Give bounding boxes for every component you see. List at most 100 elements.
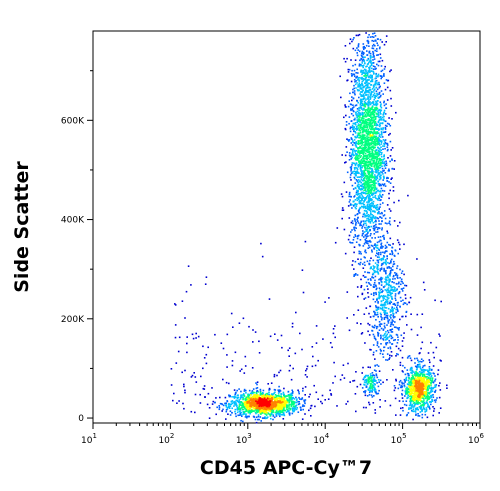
event-dot (258, 397, 261, 400)
event-dot (269, 400, 272, 402)
event-dot (368, 149, 370, 151)
event-dot (376, 107, 379, 110)
event-dot (413, 395, 415, 398)
event-dot (231, 402, 234, 405)
event-dot (341, 217, 343, 220)
event-dot (355, 203, 358, 206)
event-dot (351, 153, 353, 156)
event-dot (371, 157, 373, 160)
event-dot (359, 121, 361, 123)
event-dot (280, 404, 283, 406)
event-dot (360, 100, 362, 103)
event-dot (406, 369, 409, 371)
event-dot (352, 122, 355, 125)
event-dot (360, 193, 363, 196)
event-dot (355, 221, 357, 224)
event-dot (383, 75, 385, 77)
event-dot (377, 236, 380, 238)
event-dot (384, 88, 387, 91)
event-dot (357, 101, 359, 104)
event-dot (366, 161, 369, 164)
event-dot (274, 394, 277, 396)
event-dot (364, 206, 367, 208)
event-dot (239, 397, 242, 399)
event-dot (362, 121, 365, 123)
event-dot (395, 111, 397, 114)
event-dot (434, 386, 437, 388)
event-dot (362, 220, 365, 222)
event-dot (255, 406, 257, 408)
event-dot (399, 379, 402, 382)
event-dot (365, 174, 367, 177)
event-dot (376, 103, 379, 105)
event-dot (358, 164, 361, 166)
event-dot (395, 378, 397, 381)
event-dot (387, 148, 389, 151)
event-dot (252, 388, 255, 390)
event-dot (383, 101, 385, 104)
event-dot (374, 35, 377, 37)
event-dot (367, 153, 370, 156)
event-dot (380, 288, 383, 291)
event-dot (378, 162, 380, 164)
event-dot (358, 107, 360, 109)
event-dot (367, 111, 370, 114)
event-dot (287, 399, 289, 402)
event-dot (414, 402, 416, 404)
event-dot (352, 239, 355, 241)
event-dot (353, 73, 356, 76)
event-dot (346, 291, 349, 293)
event-dot (381, 41, 383, 43)
event-dot (383, 281, 386, 283)
event-dot (353, 126, 356, 128)
event-dot (289, 399, 291, 401)
event-dot (378, 113, 380, 116)
event-dot (376, 177, 379, 180)
event-dot (362, 43, 365, 45)
event-dot (240, 411, 243, 414)
event-dot (417, 363, 420, 366)
event-dot (388, 197, 390, 200)
event-dot (376, 83, 379, 86)
event-dot (355, 150, 358, 152)
event-dot (280, 398, 282, 400)
event-dot (364, 62, 366, 65)
event-dot (376, 308, 379, 310)
event-dot (282, 408, 285, 410)
event-dot (379, 206, 381, 208)
event-dot (361, 293, 364, 296)
event-dot (353, 139, 356, 141)
event-dot (356, 108, 359, 110)
event-dot (359, 134, 361, 137)
event-dot (428, 398, 430, 400)
event-dot (378, 223, 380, 225)
event-dot (362, 89, 365, 92)
event-dot (372, 159, 374, 162)
event-dot (378, 249, 381, 251)
event-dot (285, 401, 288, 404)
event-dot (348, 217, 351, 219)
event-dot (368, 115, 371, 117)
event-dot (363, 160, 365, 162)
event-dot (422, 388, 425, 390)
event-dot (383, 140, 386, 142)
event-dot (374, 271, 377, 273)
event-dot (407, 194, 409, 197)
event-dot (364, 72, 366, 75)
event-dot (413, 374, 416, 376)
event-dot (360, 181, 362, 184)
event-dot (354, 203, 356, 206)
event-dot (293, 402, 296, 404)
event-dot (236, 394, 239, 397)
event-dot (286, 395, 288, 397)
event-dot (336, 227, 339, 229)
event-dot (347, 71, 350, 73)
event-dot (232, 401, 235, 403)
event-dot (353, 69, 356, 72)
event-dot (417, 415, 419, 417)
event-dot (355, 157, 358, 160)
event-dot (362, 46, 365, 48)
event-dot (356, 134, 359, 137)
event-dot (351, 151, 354, 154)
event-dot (383, 161, 386, 163)
